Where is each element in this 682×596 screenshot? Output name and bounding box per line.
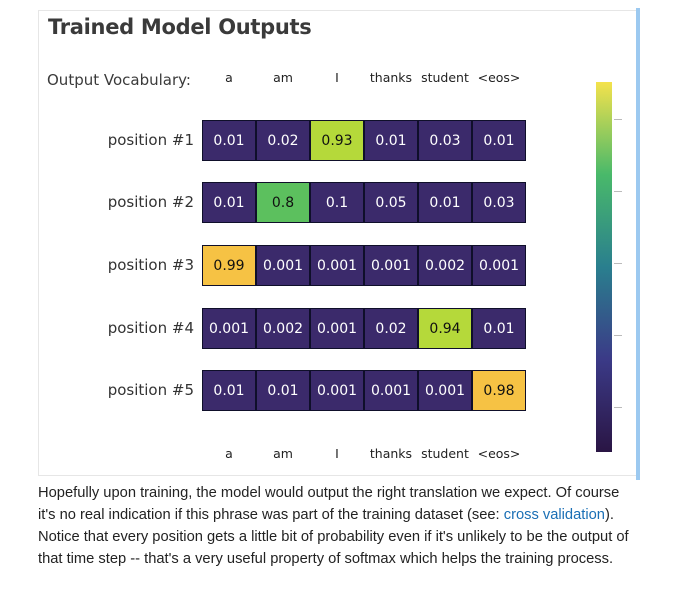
vocab-bottom-label: student: [421, 446, 469, 461]
vocab-label: Output Vocabulary:: [47, 71, 191, 89]
heatmap-cell: 0.98: [472, 370, 526, 411]
caption-text-after: ). Notice that every position gets a lit…: [38, 507, 629, 567]
scroll-indicator: [636, 8, 640, 480]
heatmap-cell: 0.001: [310, 370, 364, 411]
vocab-bottom-label: <eos>: [477, 446, 521, 461]
vocab-top-label: thanks: [369, 70, 413, 85]
heatmap-cell: 0.01: [202, 182, 256, 223]
colorbar: [596, 82, 612, 452]
heatmap-figure: Trained Model Outputs Output Vocabulary:…: [38, 10, 638, 476]
heatmap-cell: 0.01: [472, 120, 526, 161]
colorbar-tick: [614, 407, 622, 408]
caption-paragraph: Hopefully upon training, the model would…: [38, 482, 638, 570]
heatmap-cell: 0.94: [418, 308, 472, 349]
heatmap-cell: 0.05: [364, 182, 418, 223]
colorbar-tick: [614, 191, 622, 192]
heatmap-cell: 0.02: [364, 308, 418, 349]
caption-text: Hopefully upon training, the model would…: [38, 485, 620, 523]
heatmap-cell: 0.01: [202, 120, 256, 161]
vocab-top-label: <eos>: [477, 70, 521, 85]
heatmap-cell: 0.001: [256, 245, 310, 286]
colorbar-tick: [614, 263, 622, 264]
heatmap-cell: 0.03: [418, 120, 472, 161]
heatmap-cell: 0.001: [364, 370, 418, 411]
heatmap-cell: 0.001: [418, 370, 472, 411]
position-label: position #2: [107, 193, 194, 211]
position-label: position #5: [107, 381, 194, 399]
heatmap-cell: 0.01: [418, 182, 472, 223]
figure-title: Trained Model Outputs: [48, 15, 312, 39]
vocab-bottom-label: am: [273, 446, 293, 461]
heatmap-cell: 0.99: [202, 245, 256, 286]
heatmap-cell: 0.02: [256, 120, 310, 161]
colorbar-tick: [614, 119, 622, 120]
heatmap-cell: 0.01: [256, 370, 310, 411]
vocab-top-label: a: [225, 70, 233, 85]
heatmap-cell: 0.01: [364, 120, 418, 161]
vocab-bottom-label: I: [335, 446, 339, 461]
vocab-top-label: student: [421, 70, 469, 85]
heatmap-cell: 0.002: [418, 245, 472, 286]
position-label: position #3: [107, 256, 194, 274]
vocab-top-label: am: [273, 70, 293, 85]
heatmap-cell: 0.001: [364, 245, 418, 286]
heatmap-cell: 0.03: [472, 182, 526, 223]
heatmap-cell: 0.001: [310, 245, 364, 286]
heatmap-cell: 0.001: [202, 308, 256, 349]
heatmap-cell: 0.002: [256, 308, 310, 349]
heatmap-cell: 0.93: [310, 120, 364, 161]
cross-validation-link[interactable]: cross validation: [503, 507, 605, 523]
vocab-top-label: I: [335, 70, 339, 85]
heatmap-cell: 0.01: [472, 308, 526, 349]
position-label: position #1: [107, 131, 194, 149]
heatmap-cell: 0.001: [310, 308, 364, 349]
vocab-bottom-label: a: [225, 446, 233, 461]
colorbar-tick: [614, 335, 622, 336]
heatmap-cell: 0.8: [256, 182, 310, 223]
position-label: position #4: [107, 319, 194, 337]
heatmap-cell: 0.001: [472, 245, 526, 286]
heatmap-cell: 0.01: [202, 370, 256, 411]
vocab-bottom-label: thanks: [369, 446, 413, 461]
heatmap-cell: 0.1: [310, 182, 364, 223]
